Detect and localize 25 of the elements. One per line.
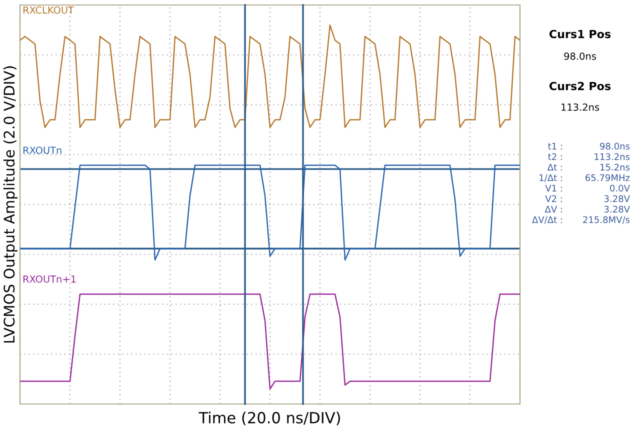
- text: 113.2ns: [594, 153, 630, 160]
- text: 98.0ns: [600, 142, 630, 150]
- text: t2 :: [548, 153, 562, 160]
- text: V1 :: [545, 184, 562, 192]
- text: 3.28V: [604, 206, 630, 213]
- text: Curs2 Pos: [549, 82, 611, 90]
- text: 65.79MHz: [585, 174, 630, 182]
- text: 98.0ns: [564, 52, 596, 60]
- text: 0.0V: [610, 184, 630, 192]
- text: ΔV :: [544, 206, 562, 212]
- text: Curs1 Pos: [549, 30, 611, 38]
- text: 113.2ns: [562, 103, 600, 111]
- text: 15.2ns: [600, 164, 630, 171]
- text: ΔV/Δt :: [532, 216, 562, 224]
- text: 3.28V: [604, 195, 630, 202]
- text: RXCLKOUT: [23, 6, 74, 14]
- text: RXOUTn: [23, 146, 62, 154]
- y-axis-title: LVCMOS Output Amplitude (2.0 V/DIV): [3, 66, 18, 343]
- x-axis-title: Time (20.0 ns/DIV): [198, 412, 340, 426]
- text: V2 :: [545, 195, 562, 202]
- text: t1 :: [548, 142, 562, 150]
- text: 215.8MV/s: [583, 216, 630, 224]
- text: Δt :: [547, 164, 562, 170]
- series-label: RXOUTn+1: [23, 275, 76, 283]
- text: 1/Δt :: [540, 174, 562, 182]
